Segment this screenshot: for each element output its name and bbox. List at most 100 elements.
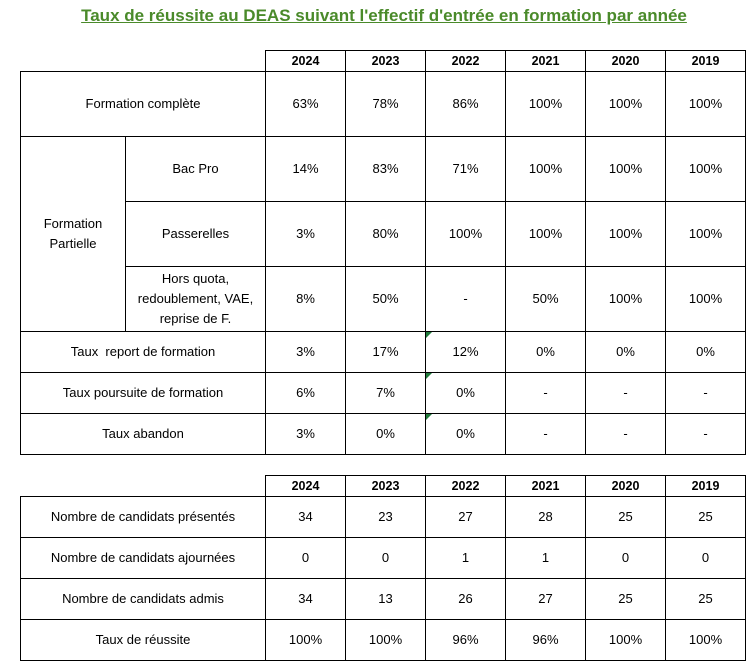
table-cell: 0% <box>425 413 506 455</box>
table-row: Taux abandon 3% 0% 0% - - - <box>20 413 746 455</box>
row-label: Bac Pro <box>125 136 266 202</box>
comment-marker-icon <box>426 373 432 379</box>
success-rate-table: 2024 2023 2022 2021 2020 2019 Formation … <box>20 50 746 455</box>
table-cell: 63% <box>265 71 346 137</box>
year-header-row: 2024 2023 2022 2021 2020 2019 <box>21 475 746 497</box>
table-cell: 6% <box>265 372 346 414</box>
header-blank <box>21 51 266 72</box>
table-cell: 0% <box>665 331 746 373</box>
table-cell: 100% <box>585 619 666 661</box>
table-row: Nombre de candidats admis 34 13 26 27 25… <box>20 578 746 620</box>
table-cell: 34 <box>265 496 346 538</box>
table-cell: 100% <box>665 619 746 661</box>
table-cell: 100% <box>585 71 666 137</box>
year-header: 2019 <box>665 50 746 72</box>
year-header: 2022 <box>425 50 506 72</box>
table-cell: 86% <box>425 71 506 137</box>
header-blank <box>21 476 266 497</box>
table-cell: 71% <box>425 136 506 202</box>
table-cell: 34 <box>265 578 346 620</box>
row-label: Nombre de candidats ajournées <box>20 537 266 579</box>
table-row: Nombre de candidats présentés 34 23 27 2… <box>20 496 746 538</box>
table-cell: 3% <box>265 201 346 267</box>
table-cell: 0 <box>345 537 426 579</box>
table-row: Hors quota, redoublement, VAE, reprise d… <box>21 266 746 332</box>
table-cell: 28 <box>505 496 586 538</box>
year-header: 2021 <box>505 475 586 497</box>
table-cell: 27 <box>425 496 506 538</box>
table-cell: 0 <box>585 537 666 579</box>
table-cell: 25 <box>665 578 746 620</box>
table-cell: 17% <box>345 331 426 373</box>
table-cell: - <box>585 372 666 414</box>
candidates-table: 2024 2023 2022 2021 2020 2019 Nombre de … <box>20 475 746 661</box>
table-cell: 100% <box>265 619 346 661</box>
table-cell: 100% <box>505 136 586 202</box>
table-row: Passerelles 3% 80% 100% 100% 100% 100% <box>21 201 746 267</box>
table-cell: - <box>505 372 586 414</box>
table-row: Nombre de candidats ajournées 0 0 1 1 0 … <box>20 537 746 579</box>
table-cell: 3% <box>265 413 346 455</box>
table-cell: 80% <box>345 201 426 267</box>
table-cell: 78% <box>345 71 426 137</box>
row-label: Taux abandon <box>20 413 266 455</box>
table-cell: 100% <box>665 201 746 267</box>
table-cell: 100% <box>425 201 506 267</box>
year-header: 2024 <box>265 50 346 72</box>
year-header: 2021 <box>505 50 586 72</box>
year-header: 2023 <box>345 50 426 72</box>
table-cell: 26 <box>425 578 506 620</box>
row-label: Passerelles <box>125 201 266 267</box>
table-cell: 7% <box>345 372 426 414</box>
year-header: 2024 <box>265 475 346 497</box>
table-cell: 3% <box>265 331 346 373</box>
year-header: 2023 <box>345 475 426 497</box>
table-row: Formation Partielle Bac Pro 14% 83% 71% … <box>20 136 746 332</box>
table-cell: 50% <box>505 266 586 332</box>
table-cell: 100% <box>585 201 666 267</box>
table-cell: 1 <box>505 537 586 579</box>
cell-value: 0% <box>456 385 475 400</box>
table-cell: 0% <box>585 331 666 373</box>
table-cell: 13 <box>345 578 426 620</box>
table-cell: 50% <box>345 266 426 332</box>
table-cell: 100% <box>665 136 746 202</box>
row-label: Formation complète <box>20 71 266 137</box>
table-cell: 25 <box>585 578 666 620</box>
table-cell: 100% <box>505 71 586 137</box>
table-cell: 12% <box>425 331 506 373</box>
table-cell: 96% <box>505 619 586 661</box>
table-cell: - <box>585 413 666 455</box>
table-cell: - <box>665 372 746 414</box>
comment-marker-icon <box>426 332 432 338</box>
table-cell: 83% <box>345 136 426 202</box>
cell-value: 0% <box>456 426 475 441</box>
table-row: Taux de réussite 100% 100% 96% 96% 100% … <box>20 619 746 661</box>
table-cell: - <box>425 266 506 332</box>
row-label: Taux poursuite de formation <box>20 372 266 414</box>
table-cell: 27 <box>505 578 586 620</box>
table-cell: 0% <box>425 372 506 414</box>
table-cell: 100% <box>585 136 666 202</box>
table-cell: 0 <box>265 537 346 579</box>
table-cell: 100% <box>665 71 746 137</box>
row-label: Nombre de candidats admis <box>20 578 266 620</box>
page-title: Taux de réussite au DEAS suivant l'effec… <box>81 6 687 25</box>
table-cell: 0% <box>345 413 426 455</box>
comment-marker-icon <box>426 414 432 420</box>
year-header: 2020 <box>585 50 666 72</box>
table-cell: 0% <box>505 331 586 373</box>
table-cell: 100% <box>585 266 666 332</box>
row-label: Taux report de formation <box>20 331 266 373</box>
table-cell: 100% <box>345 619 426 661</box>
table-cell: 14% <box>265 136 346 202</box>
row-label: Nombre de candidats présentés <box>20 496 266 538</box>
table-cell: - <box>665 413 746 455</box>
year-header: 2020 <box>585 475 666 497</box>
table-cell: 23 <box>345 496 426 538</box>
row-label: Taux de réussite <box>20 619 266 661</box>
table-cell: 100% <box>665 266 746 332</box>
table-cell: - <box>505 413 586 455</box>
table-row: Taux report de formation 3% 17% 12% 0% 0… <box>20 331 746 373</box>
table-cell: 96% <box>425 619 506 661</box>
